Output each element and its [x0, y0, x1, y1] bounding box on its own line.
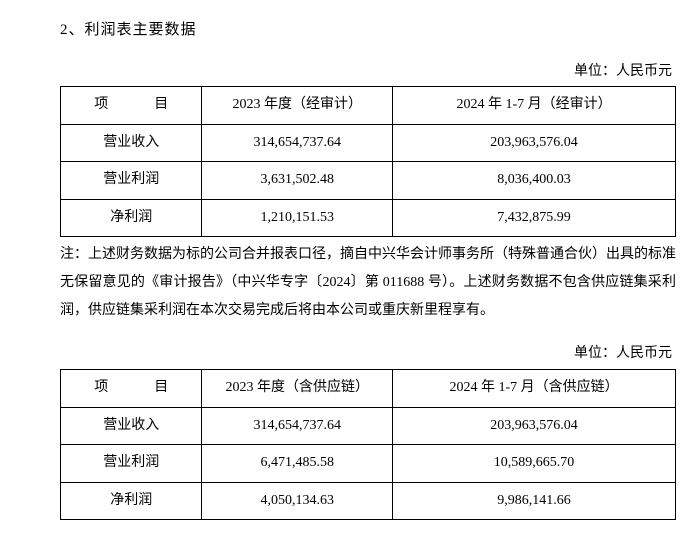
table-row: 营业收入 314,654,737.64 203,963,576.04	[61, 124, 676, 162]
col-header: 项 目	[61, 87, 202, 125]
cell-value: 314,654,737.64	[202, 124, 393, 162]
income-table-2: 项 目 2023 年度（含供应链） 2024 年 1-7 月（含供应链） 营业收…	[60, 369, 676, 520]
row-label: 营业收入	[61, 407, 202, 445]
section-heading: 2、利润表主要数据	[60, 16, 676, 45]
cell-value: 8,036,400.03	[393, 162, 676, 200]
row-label: 营业收入	[61, 124, 202, 162]
col-header: 2023 年度（含供应链）	[202, 370, 393, 408]
table-header-row: 项 目 2023 年度（经审计） 2024 年 1-7 月（经审计）	[61, 87, 676, 125]
unit-label-2: 单位：人民币元	[60, 341, 676, 368]
table-header-row: 项 目 2023 年度（含供应链） 2024 年 1-7 月（含供应链）	[61, 370, 676, 408]
table-row: 营业利润 6,471,485.58 10,589,665.70	[61, 445, 676, 483]
table-row: 营业利润 3,631,502.48 8,036,400.03	[61, 162, 676, 200]
col-header: 项 目	[61, 370, 202, 408]
col-header: 2023 年度（经审计）	[202, 87, 393, 125]
unit-label-1: 单位：人民币元	[60, 59, 676, 86]
cell-value: 1,210,151.53	[202, 199, 393, 237]
cell-value: 203,963,576.04	[393, 124, 676, 162]
row-label: 营业利润	[61, 445, 202, 483]
cell-value: 4,050,134.63	[202, 482, 393, 520]
table-row: 净利润 1,210,151.53 7,432,875.99	[61, 199, 676, 237]
cell-value: 3,631,502.48	[202, 162, 393, 200]
cell-value: 7,432,875.99	[393, 199, 676, 237]
row-label: 净利润	[61, 482, 202, 520]
cell-value: 6,471,485.58	[202, 445, 393, 483]
table-row: 营业收入 314,654,737.64 203,963,576.04	[61, 407, 676, 445]
table-row: 净利润 4,050,134.63 9,986,141.66	[61, 482, 676, 520]
cell-value: 10,589,665.70	[393, 445, 676, 483]
footnote: 注：上述财务数据为标的公司合并报表口径，摘自中兴华会计师事务所（特殊普通合伙）出…	[60, 241, 676, 325]
row-label: 营业利润	[61, 162, 202, 200]
col-header: 2024 年 1-7 月（经审计）	[393, 87, 676, 125]
income-table-1: 项 目 2023 年度（经审计） 2024 年 1-7 月（经审计） 营业收入 …	[60, 86, 676, 237]
cell-value: 203,963,576.04	[393, 407, 676, 445]
col-header: 2024 年 1-7 月（含供应链）	[393, 370, 676, 408]
cell-value: 314,654,737.64	[202, 407, 393, 445]
cell-value: 9,986,141.66	[393, 482, 676, 520]
row-label: 净利润	[61, 199, 202, 237]
